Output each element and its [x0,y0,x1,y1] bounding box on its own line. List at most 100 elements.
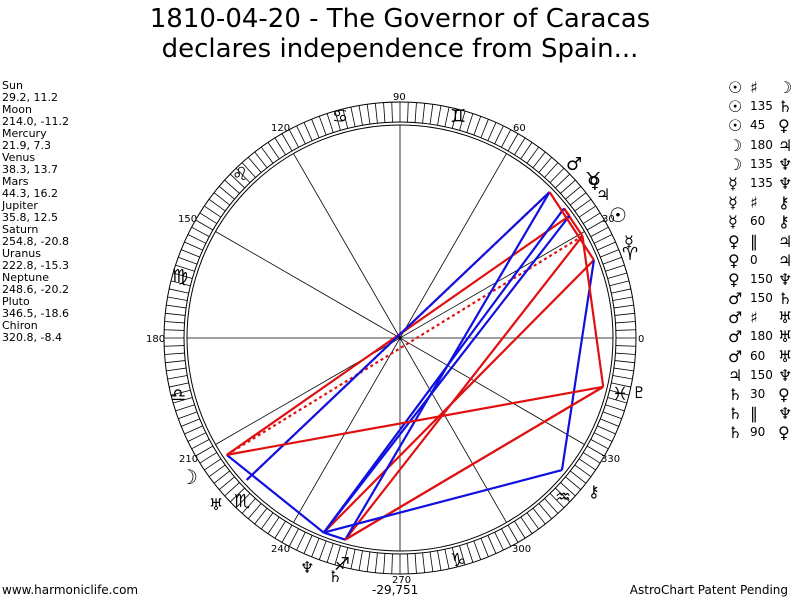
degree-tick [586,219,605,231]
degree-tick [614,360,635,364]
position-name: Neptune [2,271,50,284]
aspect-angle: 135 [750,175,773,190]
degree-tick [164,345,185,347]
degree-tick [514,520,526,539]
pluto-planet-icon: ♇ [632,383,646,402]
aspect-row: ♂ 150 ♄ [728,289,798,308]
chiron-planet-icon: ⚷ [588,482,600,501]
degree-tick [218,185,235,200]
degree-tick [281,524,293,543]
aspect-planet-2: ♃ [778,231,793,251]
aspect-grid: ☉ ♯ ☽ ☉ 135 ♄ ☉ 45 ♀ ☽ 180 ♃ ☽ 135 ♆ ☿ 135 ♆ ☿ ♯ ⚷ ☿ 60… [728,78,798,443]
degree-tick [473,116,482,136]
aspect-angle: 150 [750,367,773,382]
degree-tick [507,524,519,543]
degree-tick [609,389,630,396]
degree-tick [615,321,636,324]
aspect-planet-1: ☽ [728,135,743,155]
chart-title-line-1: 1810-04-20 - The Governor of Caracas [149,4,651,34]
degree-tick [241,162,256,178]
aspect-planet-2: ♄ [778,289,793,309]
aspect-planet-1: ☽ [728,154,743,174]
degree-tick [334,545,341,565]
degree-tick [602,411,622,420]
degree-tick [414,102,417,123]
degree-tick [451,108,458,129]
degree-tick [437,550,442,571]
degree-tick [267,142,280,160]
degree-tick [501,528,512,547]
degree-tick [480,538,489,557]
aspect-line [245,191,551,481]
degree-tick [260,146,274,164]
degree-tick [208,464,226,478]
degree-tick [526,146,540,164]
aspect-row: ♄ ∥ ♆ [728,404,798,423]
aspect-line [581,235,605,387]
degree-tick [600,249,619,258]
degree-tick [229,487,245,503]
degree-tick [164,321,185,324]
website-link[interactable]: www.harmoniclife.com [2,583,139,597]
degree-tick [612,375,633,380]
degree-tick [334,111,341,131]
degree-tick [615,329,636,331]
aspect-planet-2: ♃ [778,250,793,270]
degree-tick [318,540,327,560]
degree-tick [578,458,596,471]
aspect-row: ♃ 150 ♆ [728,366,798,385]
degree-tick [260,512,274,530]
position-value: 254.8, -20.8 [2,235,69,248]
degree-tick [501,129,512,148]
degree-tick [374,552,378,573]
degree-tick [195,445,214,457]
degree-tick [247,503,262,520]
position-value: 320.8, -8.4 [2,331,62,344]
degree-tick [184,241,203,251]
degree-tick [187,432,207,442]
degree-tick [422,103,426,124]
house-spoke [215,231,585,445]
aspect-angle: 150 [750,271,773,286]
degree-tick [538,156,553,173]
aspect-angle: 45 [750,118,766,133]
degree-tick [565,185,582,200]
aspect-angle: 90 [750,425,766,440]
aspect-planet-1: ♂ [728,308,743,328]
degree-label-210: 210 [179,454,198,465]
aspect-planet-2: ⚷ [778,193,790,213]
planet-positions-list: Sun 29.2, 11.2 Moon 214.0, -11.2 Mercury… [2,80,69,344]
degree-tick [199,212,218,224]
position-value: 29.2, 11.2 [2,91,58,104]
degree-tick [605,404,625,412]
aries-sign-icon: ♈ [622,244,638,265]
patent-notice: AstroChart Patent Pending [629,583,788,597]
position-value: 21.9, 7.3 [2,139,51,152]
aspect-angle: 30 [750,387,766,401]
degree-tick [578,205,596,218]
mercury-planet-icon: ☿ [624,232,634,251]
aspect-planet-2: ♄ [778,97,793,117]
degree-tick [429,551,434,572]
aspect-line [344,235,584,541]
aspect-planet-1: ♂ [728,289,743,309]
sagittarius-sign-icon: ♐ [334,554,350,575]
aspect-angle: 180 [750,329,773,344]
degree-tick [274,137,286,156]
degree-tick [254,507,268,525]
degree-tick [494,125,504,145]
aspect-planet-2: ♀ [778,423,790,443]
aspect-row: ☉ 45 ♀ [728,116,798,135]
degree-tick [544,162,559,178]
aspect-line [226,385,604,456]
aspect-angle: 60 [750,348,766,363]
aspect-row: ☿ 60 ⚷ [728,212,798,231]
aspect-line [548,191,595,261]
position-value: 44.3, 16.2 [2,187,58,200]
degree-tick [494,531,504,551]
venus-planet-icon: ♀ [589,173,601,192]
aspect-planet-1: ♂ [728,327,743,347]
degree-tick [555,173,571,189]
degree-tick [437,105,442,126]
degree-tick [303,535,313,554]
